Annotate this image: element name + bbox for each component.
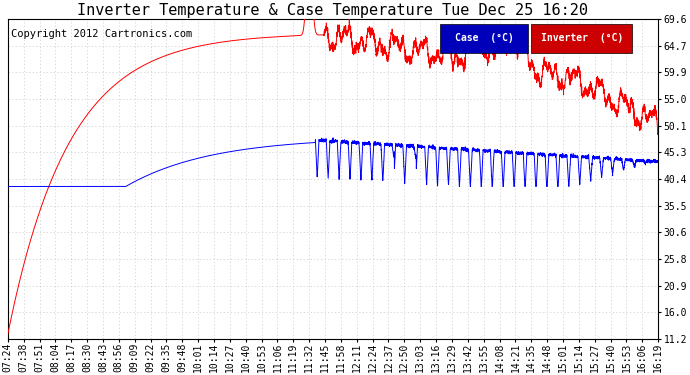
Title: Inverter Temperature & Case Temperature Tue Dec 25 16:20: Inverter Temperature & Case Temperature … <box>77 3 589 18</box>
Text: Inverter  (°C): Inverter (°C) <box>541 33 623 43</box>
Bar <box>531 24 632 52</box>
Text: Copyright 2012 Cartronics.com: Copyright 2012 Cartronics.com <box>11 28 193 39</box>
Bar <box>440 24 528 52</box>
Text: Case  (°C): Case (°C) <box>455 33 513 43</box>
